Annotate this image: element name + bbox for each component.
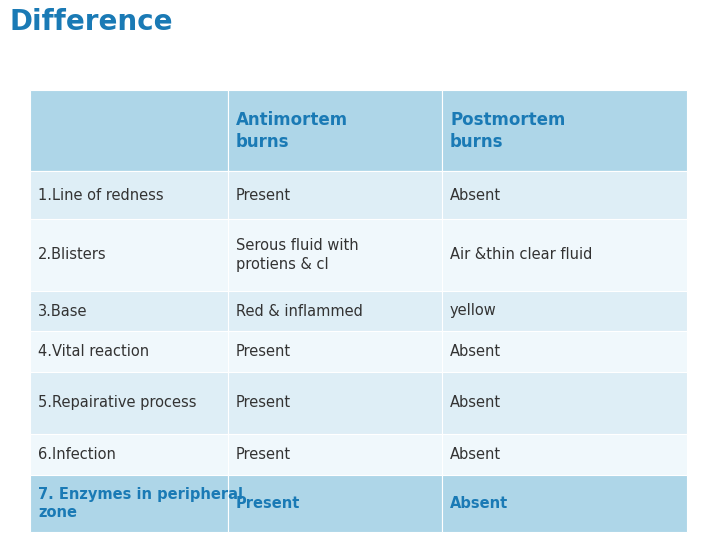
Bar (30, 171, 228, 219)
Text: Absent: Absent (450, 496, 508, 511)
Text: 4.Vital reaction: 4.Vital reaction (38, 344, 149, 359)
Text: 1.Line of redness: 1.Line of redness (38, 187, 163, 202)
Text: Absent: Absent (450, 344, 501, 359)
Bar (442, 219, 687, 291)
Text: 3.Base: 3.Base (38, 303, 88, 319)
Text: Difference: Difference (10, 8, 174, 36)
Bar (30, 475, 228, 532)
Bar (228, 90, 442, 171)
Bar (30, 90, 228, 171)
Bar (30, 372, 228, 434)
Text: Absent: Absent (450, 187, 501, 202)
Text: Present: Present (235, 344, 291, 359)
Bar (228, 434, 442, 475)
Bar (30, 332, 228, 372)
Text: Absent: Absent (450, 447, 501, 462)
Bar (228, 291, 442, 332)
Text: Present: Present (235, 496, 300, 511)
Bar (30, 219, 228, 291)
Bar (442, 90, 687, 171)
Text: Present: Present (235, 395, 291, 410)
Text: Air &thin clear fluid: Air &thin clear fluid (450, 247, 593, 262)
Bar (442, 475, 687, 532)
Text: 7. Enzymes in peripheral
zone: 7. Enzymes in peripheral zone (38, 487, 243, 520)
Bar (228, 475, 442, 532)
Bar (442, 171, 687, 219)
Text: Antimortem
burns: Antimortem burns (235, 111, 348, 151)
Bar (442, 332, 687, 372)
Text: 5.Repairative process: 5.Repairative process (38, 395, 197, 410)
Text: Postmortem
burns: Postmortem burns (450, 111, 565, 151)
Text: 6.Infection: 6.Infection (38, 447, 116, 462)
Text: Present: Present (235, 187, 291, 202)
Bar (442, 291, 687, 332)
Text: Serous fluid with
protiens & cl: Serous fluid with protiens & cl (235, 238, 359, 272)
Text: Absent: Absent (450, 395, 501, 410)
Bar (442, 434, 687, 475)
Text: 2.Blisters: 2.Blisters (38, 247, 107, 262)
Text: Present: Present (235, 447, 291, 462)
Text: yellow: yellow (450, 303, 497, 319)
Bar (228, 332, 442, 372)
Bar (442, 372, 687, 434)
Bar (30, 434, 228, 475)
Bar (228, 171, 442, 219)
Bar (30, 291, 228, 332)
Bar (228, 219, 442, 291)
Text: Red & inflammed: Red & inflammed (235, 303, 363, 319)
Bar (228, 372, 442, 434)
